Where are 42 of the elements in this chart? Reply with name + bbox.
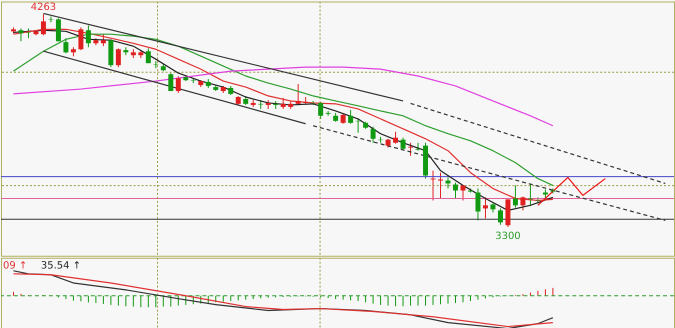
candlestick bbox=[146, 48, 151, 64]
candlestick bbox=[370, 126, 376, 144]
candlestick bbox=[280, 97, 286, 110]
annotation: 3300 bbox=[495, 230, 521, 242]
candlestick bbox=[408, 142, 414, 156]
candlestick bbox=[48, 16, 54, 23]
candlestick bbox=[40, 14, 46, 36]
candlestick bbox=[393, 131, 398, 144]
candlestick bbox=[446, 176, 450, 190]
candlestick bbox=[63, 38, 68, 54]
candlestick bbox=[100, 34, 106, 47]
candlestick bbox=[176, 76, 181, 94]
candlestick bbox=[498, 208, 503, 226]
candlestick bbox=[56, 18, 61, 42]
candlestick bbox=[318, 101, 324, 120]
annotation: 4263 bbox=[30, 2, 56, 14]
candlestick bbox=[348, 109, 354, 124]
candlestick bbox=[520, 196, 526, 211]
candlestick bbox=[86, 24, 91, 48]
candlestick bbox=[70, 46, 76, 57]
candlestick bbox=[18, 28, 24, 42]
candlestick bbox=[542, 188, 548, 200]
candlestick bbox=[168, 72, 174, 92]
annotation: 09 ↑ bbox=[2, 260, 28, 272]
candlestick bbox=[116, 48, 121, 68]
candlestick bbox=[78, 26, 84, 51]
candlestick bbox=[512, 184, 518, 208]
candlestick bbox=[438, 172, 444, 199]
candlestick bbox=[296, 83, 301, 106]
candlestick bbox=[475, 188, 480, 221]
candlestick bbox=[430, 170, 436, 201]
candlestick bbox=[340, 113, 346, 124]
candlestick bbox=[400, 137, 406, 150]
candlestick bbox=[228, 85, 234, 96]
candlestick bbox=[482, 196, 488, 219]
candlestick bbox=[453, 182, 458, 199]
annotation: 35.54 ↑ bbox=[40, 260, 81, 272]
candlestick bbox=[460, 184, 466, 201]
candlestick bbox=[378, 136, 384, 144]
candlestick bbox=[26, 28, 31, 39]
candlestick bbox=[528, 183, 533, 206]
candlestick bbox=[356, 118, 361, 134]
